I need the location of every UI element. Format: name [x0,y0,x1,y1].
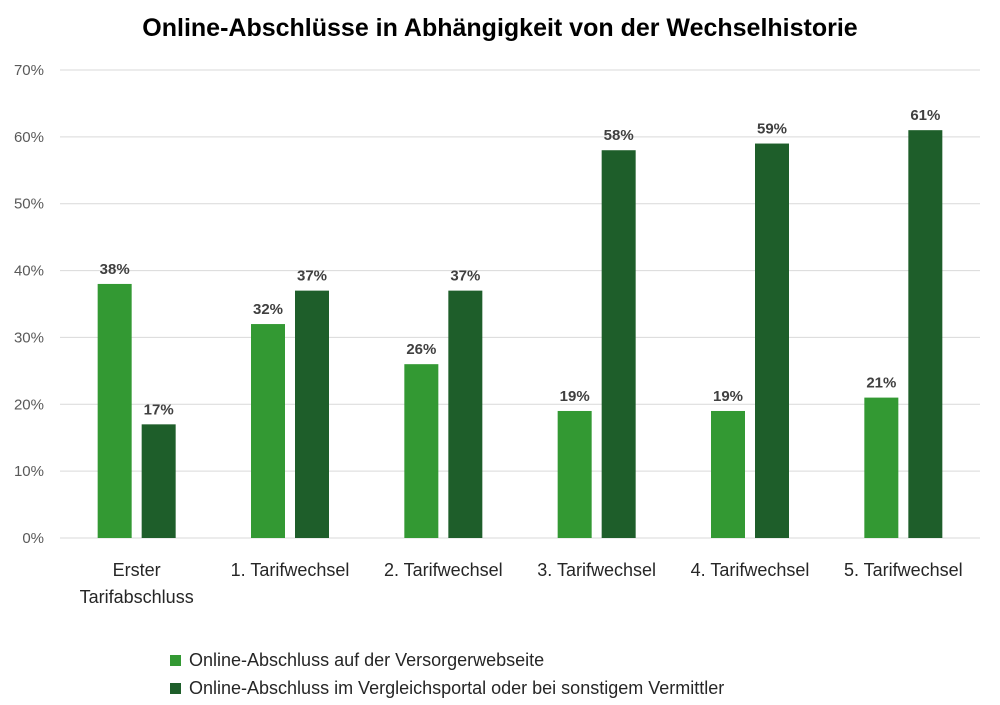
data-label: 38% [100,261,130,278]
x-tick-label: 4. Tarifwechsel [691,560,810,580]
bar [404,364,439,538]
chart-title: Online-Abschlüsse in Abhängigkeit von de… [142,14,858,42]
legend-item-versorgerwebseite: Online-Abschluss auf der Versorgerwebsei… [170,646,724,674]
legend: Online-Abschluss auf der Versorgerwebsei… [170,646,724,702]
legend-label: Online-Abschluss auf der Versorgerwebsei… [189,649,545,670]
bar [141,424,176,538]
legend-item-vergleichsportal: Online-Abschluss im Vergleichsportal ode… [170,674,724,702]
data-label: 17% [144,401,174,418]
legend-label: Online-Abschluss im Vergleichsportal ode… [189,677,725,698]
data-label: 37% [450,268,480,285]
data-label: 32% [253,301,283,318]
data-label: 19% [560,388,590,405]
bar [711,410,745,538]
y-tick-label: 0% [22,530,44,547]
bar [557,410,592,538]
x-axis-category-labels: Erster Tarifabschluss 1. Tarifwechsel 2. Ta… [80,560,963,607]
data-labels: 38% 17% 32% 37% 26% 37% 19% 58% 19% 59% 21% 61% [100,107,941,418]
legend-swatch [170,654,181,666]
gridlines [60,69,980,539]
bar [295,290,329,538]
bar [864,397,899,538]
y-tick-label: 70% [14,62,44,79]
x-tick-label: 2. Tarifwechsel [384,560,503,580]
x-tick-label: 1. Tarifwechsel [231,560,350,580]
bars [97,130,943,539]
bar [601,150,636,538]
bar [755,143,789,539]
bar [448,290,483,538]
data-label: 59% [757,121,787,138]
y-tick-label: 20% [14,396,44,413]
data-label: 26% [406,341,436,358]
data-label: 61% [910,107,940,124]
legend-swatch [170,682,181,694]
y-tick-label: 60% [14,129,44,146]
bar [97,283,132,538]
x-tick-label: Erster [113,560,161,580]
y-tick-label: 10% [14,463,44,480]
y-tick-label: 30% [14,329,44,346]
y-tick-label: 50% [14,196,44,213]
data-label: 21% [866,375,896,392]
x-tick-label: Tarifabschluss [80,587,194,607]
data-label: 37% [297,268,327,285]
x-tick-label: 5. Tarifwechsel [844,560,963,580]
bar [251,324,285,538]
y-tick-label: 40% [14,263,44,280]
bar [908,130,943,538]
data-label: 58% [604,127,634,144]
x-tick-label: 3. Tarifwechsel [537,560,656,580]
y-axis-tick-labels: 0% 10% 20% 30% 40% 50% 60% 70% [14,62,44,547]
data-label: 19% [713,388,743,405]
